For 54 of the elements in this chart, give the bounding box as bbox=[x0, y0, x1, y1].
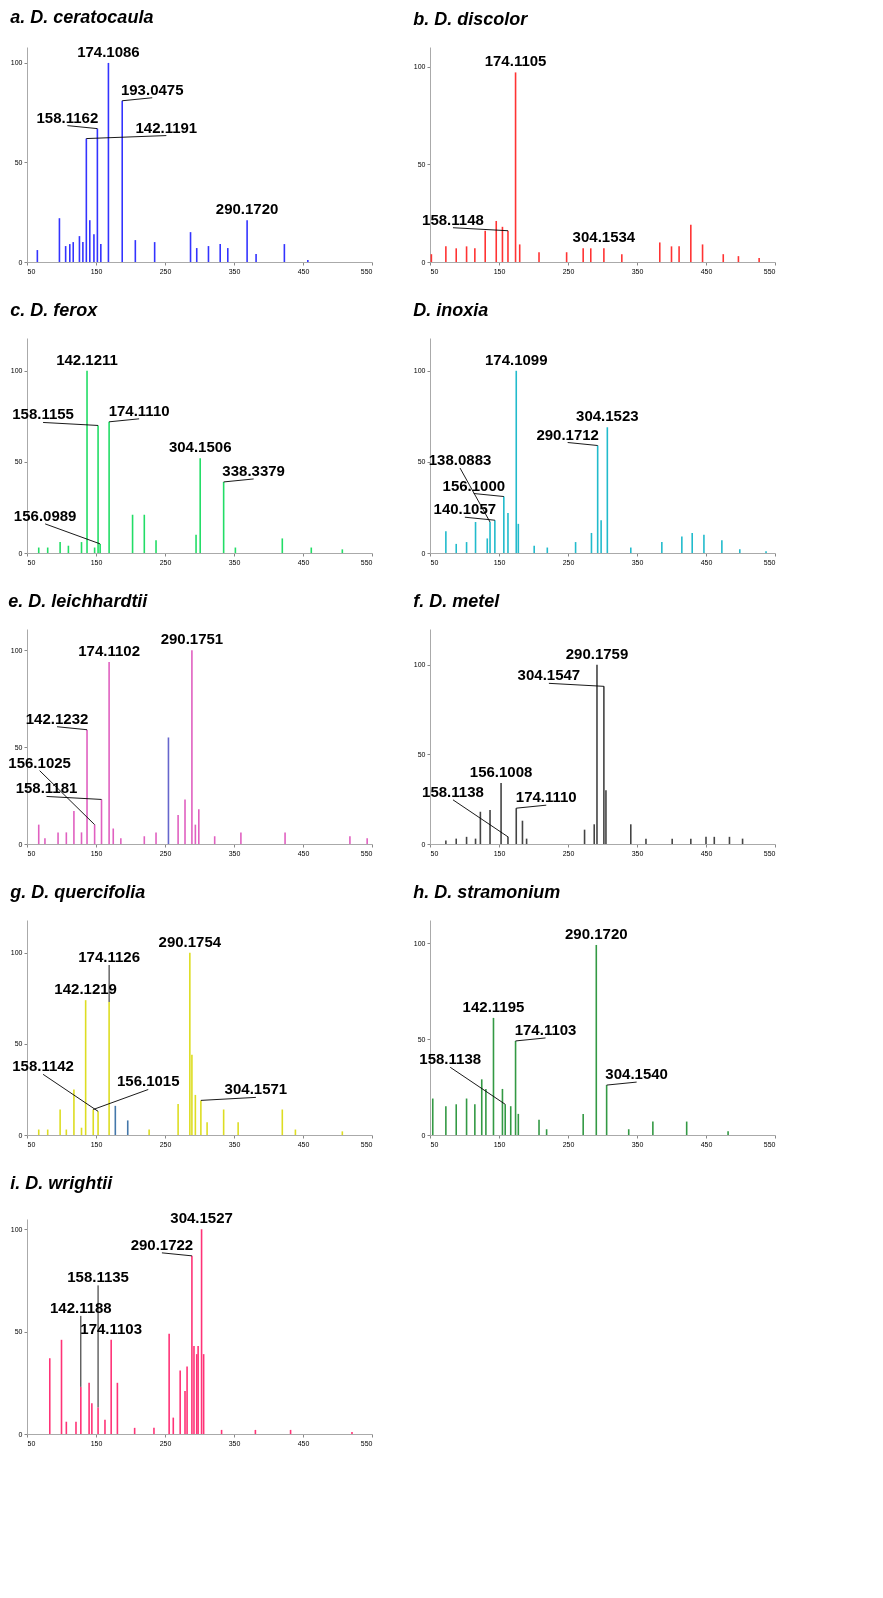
chart-title: e. D. leichhardtii bbox=[8, 591, 149, 611]
annotation: 304.1534 bbox=[572, 228, 636, 246]
annotation: 304.1540 bbox=[605, 1065, 668, 1083]
annotation: 156.1015 bbox=[116, 1072, 180, 1090]
annotation: 174.1102 bbox=[78, 641, 140, 659]
annotation: 158.1138 bbox=[419, 1050, 482, 1068]
annotation: 290.1754 bbox=[158, 932, 222, 950]
annotation: 140.1057 bbox=[433, 500, 497, 518]
annotation: 142.1188 bbox=[49, 1298, 112, 1316]
annotation: 174.1103 bbox=[514, 1020, 577, 1038]
annotation: 158.1142 bbox=[12, 1057, 74, 1075]
chart-title: D. inoxia bbox=[413, 300, 489, 320]
annotation: 156.1008 bbox=[469, 763, 533, 781]
annotation: 174.1105 bbox=[484, 52, 547, 70]
chart-title: c. D. ferox bbox=[10, 300, 99, 320]
annotation: 290.1751 bbox=[160, 630, 224, 648]
chart-title: b. D. discolor bbox=[413, 9, 529, 29]
annotation: 158.1155 bbox=[12, 405, 74, 423]
chart-title: a. D. ceratocaula bbox=[10, 6, 154, 27]
annotation: 304.1527 bbox=[170, 1209, 233, 1227]
annotation: 158.1162 bbox=[36, 108, 99, 126]
chart-title: g. D. quercifolia bbox=[9, 882, 146, 902]
annotation: 158.1138 bbox=[422, 782, 484, 800]
annotation: 304.1571 bbox=[224, 1080, 288, 1098]
annotation: 142.1219 bbox=[54, 980, 117, 998]
annotation: 193.0475 bbox=[120, 80, 184, 98]
annotation: 290.1712 bbox=[536, 425, 599, 443]
annotation: 290.1722 bbox=[130, 1235, 194, 1253]
annotation: 138.0883 bbox=[428, 451, 492, 469]
annotation: 142.1211 bbox=[56, 350, 118, 368]
chart-title: h. D. stramonium bbox=[413, 882, 561, 902]
annotation: 142.1191 bbox=[135, 118, 198, 136]
annotation: 158.1135 bbox=[67, 1268, 129, 1286]
annotation: 174.1110 bbox=[515, 788, 577, 806]
annotation: 156.1025 bbox=[8, 753, 71, 771]
annotation: 304.1523 bbox=[576, 407, 639, 425]
chart-title: i. D. wrightii bbox=[10, 1173, 114, 1194]
annotation: 174.1086 bbox=[77, 42, 140, 60]
annotation: 174.1103 bbox=[80, 1319, 143, 1337]
annotation: 156.1000 bbox=[442, 476, 506, 494]
annotation: 304.1506 bbox=[168, 438, 232, 456]
annotation: 290.1759 bbox=[565, 644, 629, 662]
chart-title: f. D. metel bbox=[413, 591, 501, 611]
annotation: 158.1148 bbox=[422, 210, 484, 228]
annotation: 156.0989 bbox=[13, 506, 77, 524]
annotation: 290.1720 bbox=[215, 200, 279, 218]
annotation: 142.1232 bbox=[25, 709, 89, 727]
annotation: 174.1126 bbox=[78, 947, 140, 965]
annotation: 304.1547 bbox=[517, 666, 581, 684]
annotation: 174.1110 bbox=[108, 401, 170, 419]
annotation: 338.3379 bbox=[222, 461, 285, 479]
annotation: 290.1720 bbox=[565, 924, 628, 942]
annotation: 142.1195 bbox=[462, 997, 525, 1015]
annotation: 174.1099 bbox=[484, 350, 548, 368]
